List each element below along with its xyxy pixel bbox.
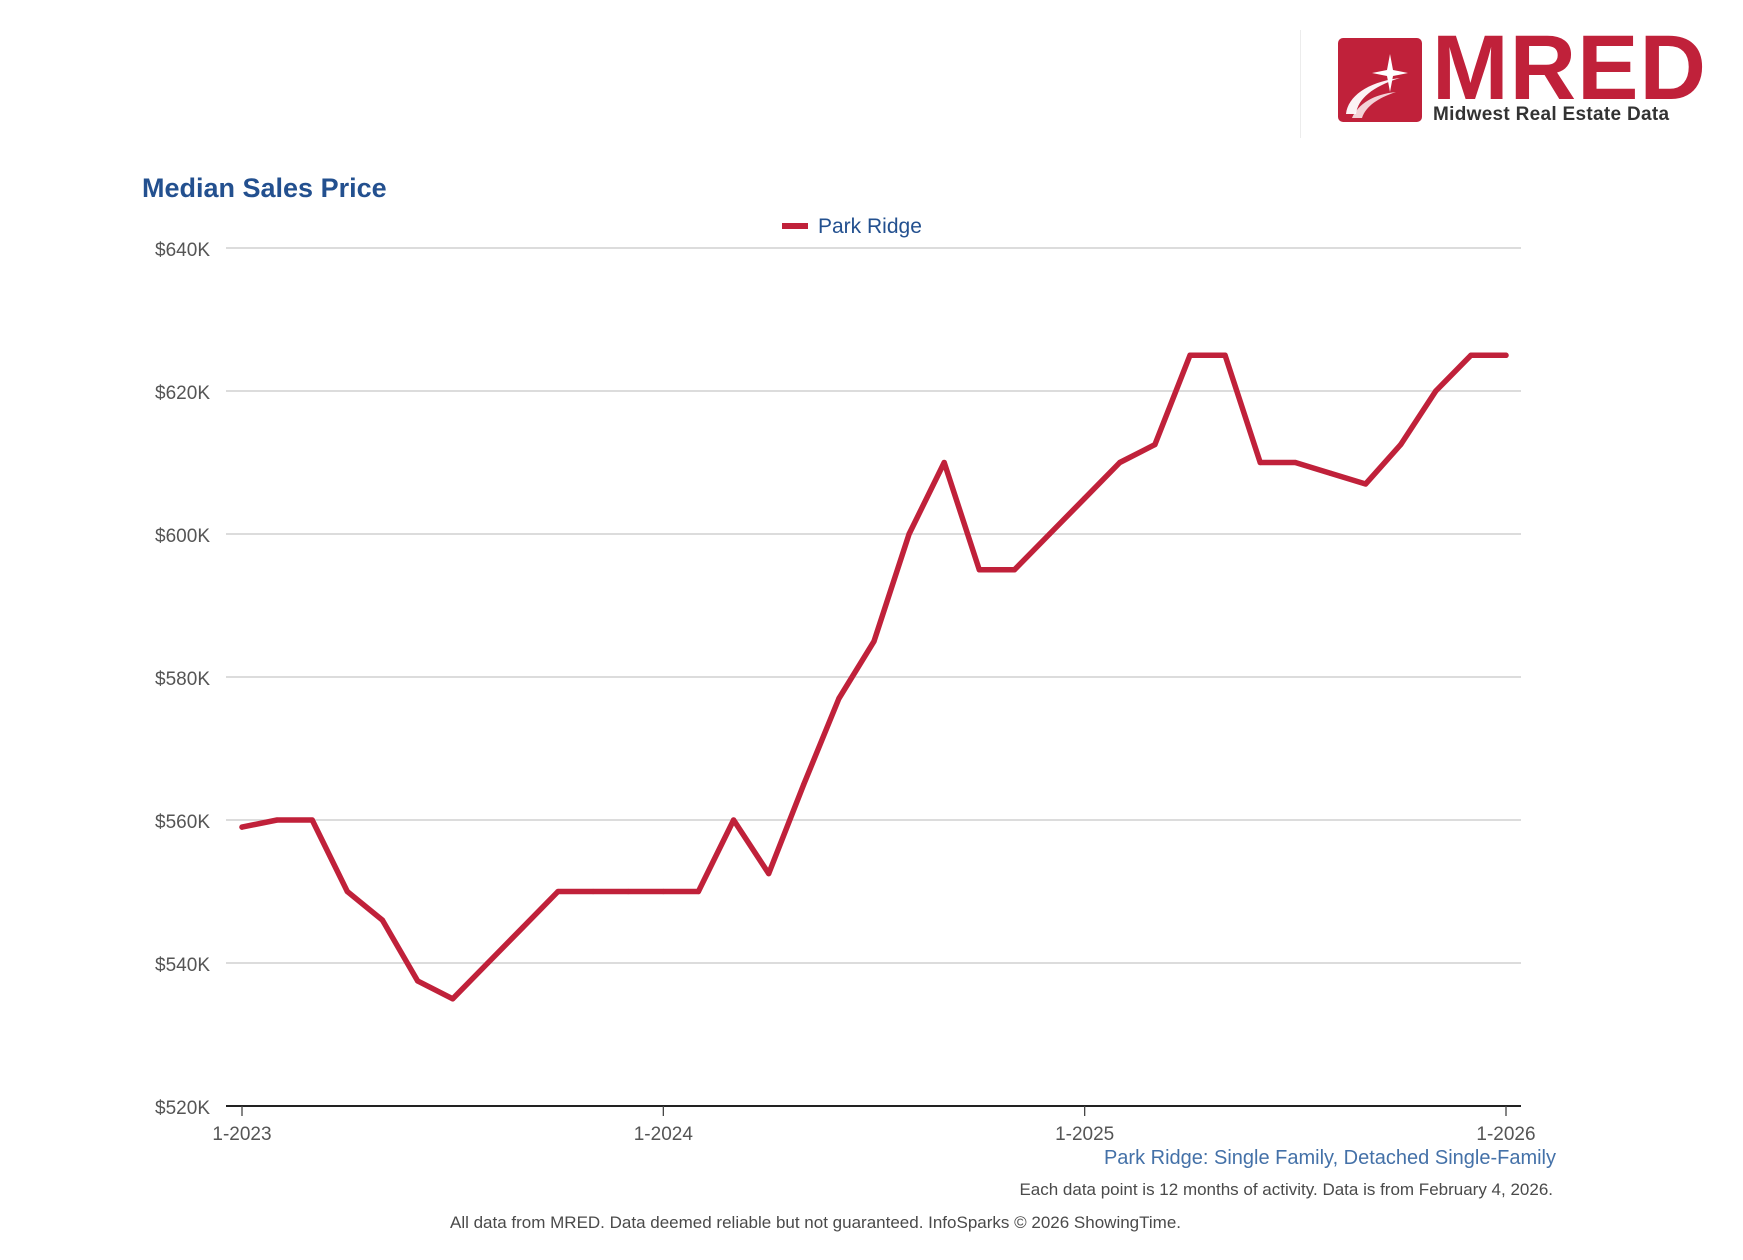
- data-point: [1011, 567, 1018, 573]
- series-layer: [239, 352, 1509, 1002]
- data-point: [1433, 388, 1439, 394]
- x-tick-label: 1-2026: [1476, 1124, 1535, 1145]
- data-point: [520, 924, 526, 930]
- data-point: [1292, 459, 1298, 466]
- y-tick-label: $600K: [155, 526, 210, 547]
- data-point: [1222, 352, 1228, 358]
- data-point: [1082, 495, 1088, 501]
- data-point: [485, 960, 491, 966]
- data-point: [555, 888, 561, 895]
- y-tick-label: $620K: [155, 383, 210, 404]
- data-point: [1257, 459, 1263, 466]
- mred-logo-mark: [1338, 38, 1422, 122]
- x-tick-label: 1-2024: [634, 1124, 694, 1145]
- data-point: [1362, 481, 1369, 487]
- data-point: [730, 817, 737, 823]
- data-point: [1327, 470, 1334, 476]
- data-point: [766, 871, 772, 877]
- data-point: [1187, 352, 1193, 358]
- data-point: [274, 817, 280, 823]
- data-point: [344, 888, 350, 895]
- chart-caption: Park Ridge: Single Family, Detached Sing…: [1103, 1147, 1556, 1169]
- y-tick-label: $640K: [155, 240, 210, 261]
- data-point: [871, 638, 877, 644]
- data-point: [941, 459, 947, 466]
- footer-disclaimer: All data from MRED. Data deemed reliable…: [449, 1213, 1181, 1232]
- starburst-icon: [1346, 54, 1408, 118]
- y-tick-label: $580K: [155, 669, 210, 690]
- legend: Park Ridge: [782, 215, 922, 238]
- y-tick-label: $540K: [155, 955, 210, 976]
- data-point: [414, 978, 421, 984]
- data-point: [976, 567, 982, 573]
- data-note: Each data point is 12 months of activity…: [1019, 1180, 1553, 1199]
- grid-layer: [226, 247, 1521, 964]
- data-point: [309, 817, 315, 823]
- brand-name: MRED: [1432, 17, 1707, 119]
- data-point: [1398, 442, 1404, 448]
- chart-title: Median Sales Price: [142, 173, 387, 203]
- legend-label: Park Ridge: [818, 215, 922, 238]
- y-tick-label: $520K: [155, 1098, 210, 1119]
- data-point: [239, 824, 245, 830]
- data-point: [1468, 352, 1474, 358]
- data-point: [1152, 442, 1158, 448]
- data-point: [1046, 531, 1053, 537]
- data-point: [450, 996, 456, 1002]
- data-point: [801, 781, 807, 787]
- data-point: [1117, 459, 1123, 466]
- axis-layer: $520K $540K $560K $580K $600K $620K $640K 1-202…: [155, 240, 1536, 1145]
- brand-subtitle: Midwest Real Estate Data: [1433, 104, 1670, 125]
- data-point: [590, 888, 596, 895]
- data-point: [906, 531, 912, 537]
- x-tick-label: 1-2023: [212, 1124, 271, 1145]
- logo-divider: [1300, 30, 1301, 138]
- data-point: [625, 888, 631, 895]
- data-point: [836, 695, 842, 702]
- y-tick-label: $560K: [155, 812, 210, 833]
- data-point: [1503, 352, 1509, 358]
- data-point: [660, 888, 666, 895]
- data-point: [695, 888, 702, 895]
- x-tick-label: 1-2025: [1055, 1124, 1114, 1145]
- data-point: [379, 917, 386, 923]
